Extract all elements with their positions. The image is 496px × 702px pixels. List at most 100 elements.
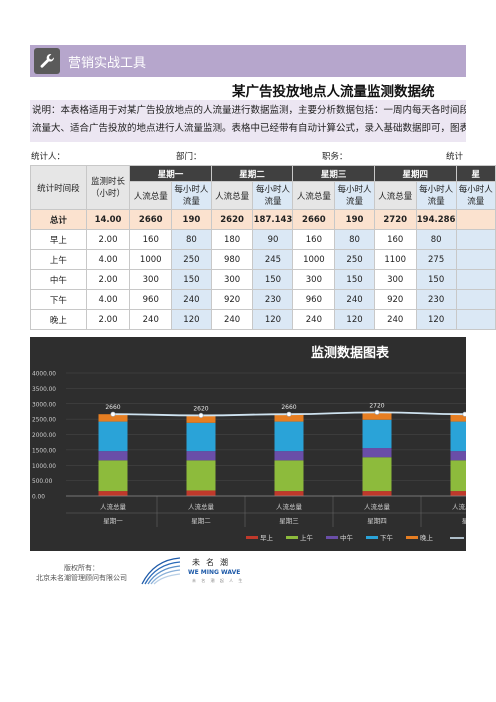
x-sub-label: 人流总量 (364, 502, 391, 511)
row-label: 下午 (30, 289, 87, 310)
duration-cell: 14.00 (85, 209, 131, 230)
table-cell: 920 (373, 289, 417, 310)
bar-segment (362, 457, 392, 492)
bar-segment (362, 419, 392, 449)
table-cell (455, 289, 496, 310)
table-cell: 160 (373, 229, 417, 250)
table-cell: 2660 (129, 209, 173, 230)
legend-swatch (326, 536, 338, 539)
table-cell: 300 (129, 269, 173, 290)
table-cell: 2620 (210, 209, 254, 230)
data-label: 2720 (369, 402, 384, 409)
app-title: 营销实战工具 (68, 56, 147, 71)
duration-cell: 4.00 (85, 249, 131, 270)
position-label: 职务： (322, 152, 348, 162)
table-cell: 150 (252, 269, 294, 290)
bar-segment (98, 460, 128, 492)
table-cell: 245 (252, 249, 294, 270)
table-cell: 960 (292, 289, 336, 310)
table-cell: 150 (334, 269, 375, 290)
header-day-4: 星期四 (373, 165, 457, 182)
table-row: 晚上 2.00 240 120 240 120 240 120 240 120 (30, 309, 496, 330)
bar-segment (186, 490, 216, 496)
table-cell: 240 (292, 309, 336, 330)
table-cell: 230 (252, 289, 294, 310)
table-cell: 980 (210, 249, 254, 270)
x-category-label: 星 (462, 517, 466, 525)
table-cell: 275 (415, 249, 457, 270)
legend-swatch (406, 536, 418, 539)
bar-segment (450, 421, 466, 452)
total-point (462, 411, 466, 417)
chart-title: 监测数据图表 (311, 345, 390, 361)
y-tick-label: 0.00 (32, 495, 45, 501)
subheader-hourly: 每小时人流量 (171, 181, 212, 210)
total-point (198, 412, 204, 418)
table-cell: 120 (252, 309, 294, 330)
table-cell (455, 309, 496, 330)
row-label: 晚上 (30, 309, 87, 330)
bar-segment (274, 451, 304, 461)
table-cell: 300 (210, 269, 254, 290)
table-cell (455, 249, 496, 270)
subheader-total: 人流总量 (129, 181, 173, 210)
bar-segment (450, 414, 466, 422)
logo-slogan: 未 名 潮 起 人 生 (192, 578, 245, 583)
table-cell: 160 (129, 229, 173, 250)
table-row: 中午 2.00 300 150 300 150 300 150 300 150 (30, 269, 496, 290)
total-point (110, 411, 116, 417)
table-cell: 240 (210, 309, 254, 330)
row-label: 早上 (30, 229, 87, 250)
duration-cell: 2.00 (85, 309, 131, 330)
row-label: 中午 (30, 269, 87, 290)
y-tick-label: 2500.00 (32, 418, 56, 424)
row-label: 总计 (30, 209, 87, 230)
page-title: 某广告投放地点人流量监测数据统 (232, 84, 435, 100)
y-tick-label: 3500.00 (32, 387, 56, 393)
total-point (374, 409, 380, 415)
department-label: 部门： (176, 152, 202, 162)
table-cell: 120 (334, 309, 375, 330)
copyright-line-2: 北京未名潮管理顾问有限公司 (36, 574, 127, 582)
bar-segment (274, 414, 304, 422)
table-cell: 1100 (373, 249, 417, 270)
header-period: 统计时间段 (30, 165, 87, 210)
subheader-hourly: 每小时人流量 (334, 181, 375, 210)
table-cell: 250 (171, 249, 212, 270)
bar-segment (98, 414, 128, 422)
table-cell: 190 (334, 209, 375, 230)
table-cell: 120 (415, 309, 457, 330)
bar-segment (450, 451, 466, 461)
subheader-hourly: 每小时人流量 (415, 181, 457, 210)
x-sub-label: 人流总量 (276, 502, 303, 511)
y-tick-label: 1500.00 (32, 448, 56, 454)
bar-segment (362, 491, 392, 496)
bar-segment (450, 460, 466, 492)
x-category-label: 星期二 (191, 517, 211, 525)
table-row: 下午 4.00 960 240 920 230 960 240 920 230 (30, 289, 496, 310)
total-point (286, 411, 292, 417)
bar-segment (98, 421, 128, 452)
x-category-label: 星期一 (103, 517, 123, 525)
logo-english-name: WE MING WAVE (188, 569, 241, 576)
legend-label: 早上 (260, 533, 274, 542)
header-day-1: 星期一 (129, 165, 212, 182)
header-duration: 监测时长（小时） (85, 165, 131, 210)
legend-label: 中午 (340, 533, 354, 542)
company-logo-icon (141, 557, 181, 585)
y-tick-label: 3000.00 (32, 402, 56, 408)
table-row: 早上 2.00 160 80 180 90 160 80 160 80 (30, 229, 496, 250)
table-cell: 230 (415, 289, 457, 310)
table-cell: 240 (129, 309, 173, 330)
table-cell: 240 (373, 309, 417, 330)
table-row: 上午 4.00 1000 250 980 245 1000 250 1100 2… (30, 249, 496, 270)
table-cell: 190 (171, 209, 212, 230)
bar-segment (274, 460, 304, 492)
description-line-2: 流量大、适合广告投放的地点进行人流量监测。表格中已经带有自动计算公式，录入基础数… (32, 123, 466, 134)
y-tick-label: 1000.00 (32, 464, 56, 470)
bar-segment (450, 491, 466, 496)
copyright-line-1: 版权所有： (64, 564, 99, 572)
data-label: 2660 (105, 404, 120, 411)
table-cell (455, 269, 496, 290)
bar-segment (362, 412, 392, 420)
